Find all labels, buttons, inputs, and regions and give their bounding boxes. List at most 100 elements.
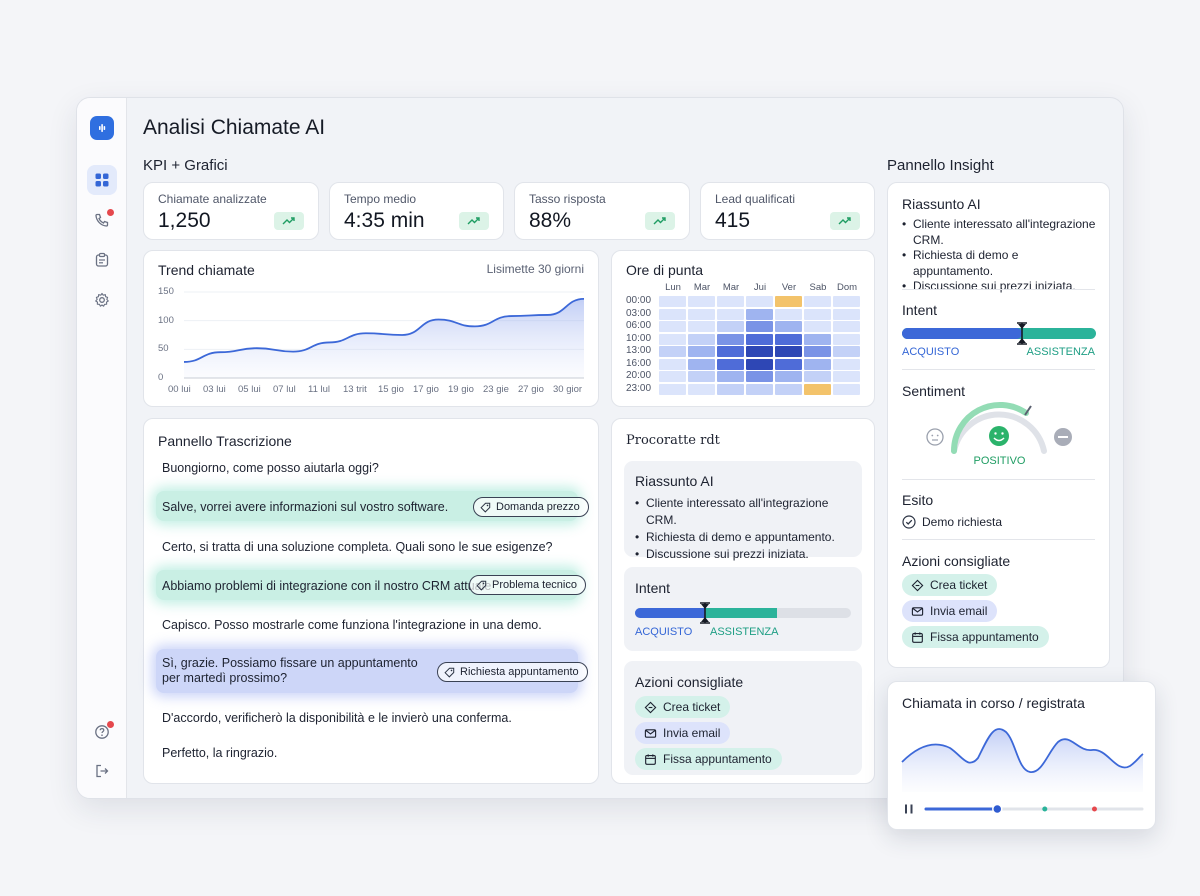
- heatmap-cell[interactable]: [659, 321, 686, 332]
- insight-create-ticket-button[interactable]: Crea ticket: [902, 574, 998, 596]
- heatmap-cell[interactable]: [746, 321, 773, 332]
- intent-title: Intent: [635, 580, 671, 596]
- heatmap-cell[interactable]: [688, 383, 715, 395]
- heatmap-cell[interactable]: [659, 383, 686, 395]
- page-title: Analisi Chiamate AI: [143, 116, 326, 139]
- heatmap-cell[interactable]: [804, 333, 831, 345]
- heatmap-cell[interactable]: [775, 296, 802, 307]
- insight-send-email-button[interactable]: Invia email: [902, 600, 998, 622]
- heatmap-cell[interactable]: [688, 346, 715, 357]
- heatmap-cell[interactable]: [717, 358, 744, 370]
- playback-progress[interactable]: [888, 799, 1157, 819]
- insight-summary-item: Richiesta di demo e appuntamento.: [901, 248, 1101, 279]
- heatmap-cell[interactable]: [833, 383, 860, 395]
- heatmap-cell[interactable]: [688, 296, 715, 307]
- insight-schedule-appointment-button[interactable]: Fissa appuntamento: [902, 626, 1049, 648]
- heatmap-cell[interactable]: [659, 308, 686, 320]
- heatmap-cell[interactable]: [688, 333, 715, 345]
- happy-face-icon: [989, 426, 1009, 446]
- heatmap-cell[interactable]: [775, 308, 802, 320]
- heatmap-cell[interactable]: [775, 383, 802, 395]
- sidebar-item-calls[interactable]: [87, 205, 117, 235]
- transcript-line: D'accordo, verificherò la disponibilità …: [162, 711, 512, 725]
- heatmap-cell[interactable]: [833, 296, 860, 307]
- heatmap-cell[interactable]: [659, 296, 686, 307]
- ticket-icon: [644, 701, 657, 713]
- heatmap-cell[interactable]: [717, 321, 744, 332]
- heatmap-cell[interactable]: [717, 308, 744, 320]
- heatmap-cell[interactable]: [717, 296, 744, 307]
- schedule-appointment-button[interactable]: Fissa appuntamento: [635, 748, 782, 770]
- heatmap-cell[interactable]: [746, 308, 773, 320]
- live-call-title: Chiamata in corso / registrata: [902, 695, 1085, 711]
- divider: [902, 539, 1095, 540]
- transcript-tag[interactable]: Domanda prezzo: [473, 497, 589, 517]
- heatmap-cell[interactable]: [804, 383, 831, 395]
- kpi-label: Chiamate analizzate: [158, 192, 267, 206]
- send-email-button[interactable]: Invia email: [635, 722, 731, 744]
- transcript-tag[interactable]: Problema tecnico: [469, 575, 586, 595]
- heatmap-cell[interactable]: [804, 358, 831, 370]
- heatmap-cell[interactable]: [746, 346, 773, 357]
- heatmap-cell[interactable]: [833, 346, 860, 357]
- heatmap-cell[interactable]: [833, 308, 860, 320]
- gear-icon: [95, 292, 109, 307]
- heatmap-cell[interactable]: [833, 371, 860, 382]
- kpi-card[interactable]: Tempo medio 4:35 min: [329, 182, 504, 240]
- actions-title: Azioni consigliate: [635, 674, 744, 690]
- check-circle-icon: [902, 515, 916, 529]
- heatmap-cell[interactable]: [659, 346, 686, 357]
- heatmap-cell[interactable]: [804, 321, 831, 332]
- heatmap-hour-label: 13:00: [626, 345, 652, 356]
- progress-handle: [992, 803, 1003, 815]
- heatmap-cell[interactable]: [717, 346, 744, 357]
- heatmap-cell[interactable]: [775, 321, 802, 332]
- sidebar-item-dashboard[interactable]: [87, 165, 117, 195]
- heatmap-cell[interactable]: [688, 321, 715, 332]
- kpi-card[interactable]: Lead qualificati 415: [700, 182, 875, 240]
- heatmap-cell[interactable]: [746, 371, 773, 382]
- create-ticket-button[interactable]: Crea ticket: [635, 696, 731, 718]
- transcript-tag[interactable]: Richiesta appuntamento: [437, 662, 588, 682]
- sidebar-item-help[interactable]: [87, 717, 117, 747]
- heatmap-cell[interactable]: [775, 371, 802, 382]
- heatmap-cell[interactable]: [688, 308, 715, 320]
- heatmap-cell[interactable]: [717, 371, 744, 382]
- heatmap-cell[interactable]: [746, 358, 773, 370]
- heatmap-cell[interactable]: [659, 371, 686, 382]
- clipboard-icon: [95, 252, 109, 267]
- heatmap-cell[interactable]: [775, 346, 802, 357]
- sidebar-item-logout[interactable]: [87, 756, 117, 786]
- heatmap-cell[interactable]: [659, 358, 686, 370]
- heatmap-cell[interactable]: [688, 371, 715, 382]
- trend-range-selector[interactable]: Lisimette 30 giorni: [486, 262, 584, 276]
- heatmap-cell[interactable]: [833, 333, 860, 345]
- kpi-card[interactable]: Chiamate analizzate 1,250: [143, 182, 319, 240]
- heatmap-cell[interactable]: [775, 358, 802, 370]
- heatmap-day-label: Sab: [809, 282, 827, 293]
- heatmap-cell[interactable]: [833, 321, 860, 332]
- divider: [902, 289, 1095, 290]
- heatmap-cell[interactable]: [804, 346, 831, 357]
- heatmap-day-label: Jui: [753, 282, 767, 293]
- heatmap-cell[interactable]: [746, 296, 773, 307]
- sidebar-item-reports[interactable]: [87, 245, 117, 275]
- insight-intent-title: Intent: [902, 302, 938, 318]
- pause-icon[interactable]: [902, 802, 916, 816]
- heatmap-hour-label: 03:00: [626, 307, 652, 319]
- heatmap-cell[interactable]: [775, 333, 802, 345]
- heatmap-cell[interactable]: [746, 333, 773, 345]
- heatmap-cell[interactable]: [833, 358, 860, 370]
- heatmap-cell[interactable]: [746, 383, 773, 395]
- heatmap-cell[interactable]: [688, 358, 715, 370]
- sidebar-item-settings[interactable]: [87, 285, 117, 315]
- heatmap-cell[interactable]: [659, 333, 686, 345]
- heatmap-cell[interactable]: [804, 308, 831, 320]
- heatmap-cell[interactable]: [804, 296, 831, 307]
- app-logo: [90, 116, 114, 140]
- kpi-card[interactable]: Tasso risposta 88%: [514, 182, 690, 240]
- heatmap-cell[interactable]: [717, 383, 744, 395]
- trend-chart-title: Trend chiamate: [158, 262, 255, 278]
- heatmap-cell[interactable]: [717, 333, 744, 345]
- heatmap-cell[interactable]: [804, 371, 831, 382]
